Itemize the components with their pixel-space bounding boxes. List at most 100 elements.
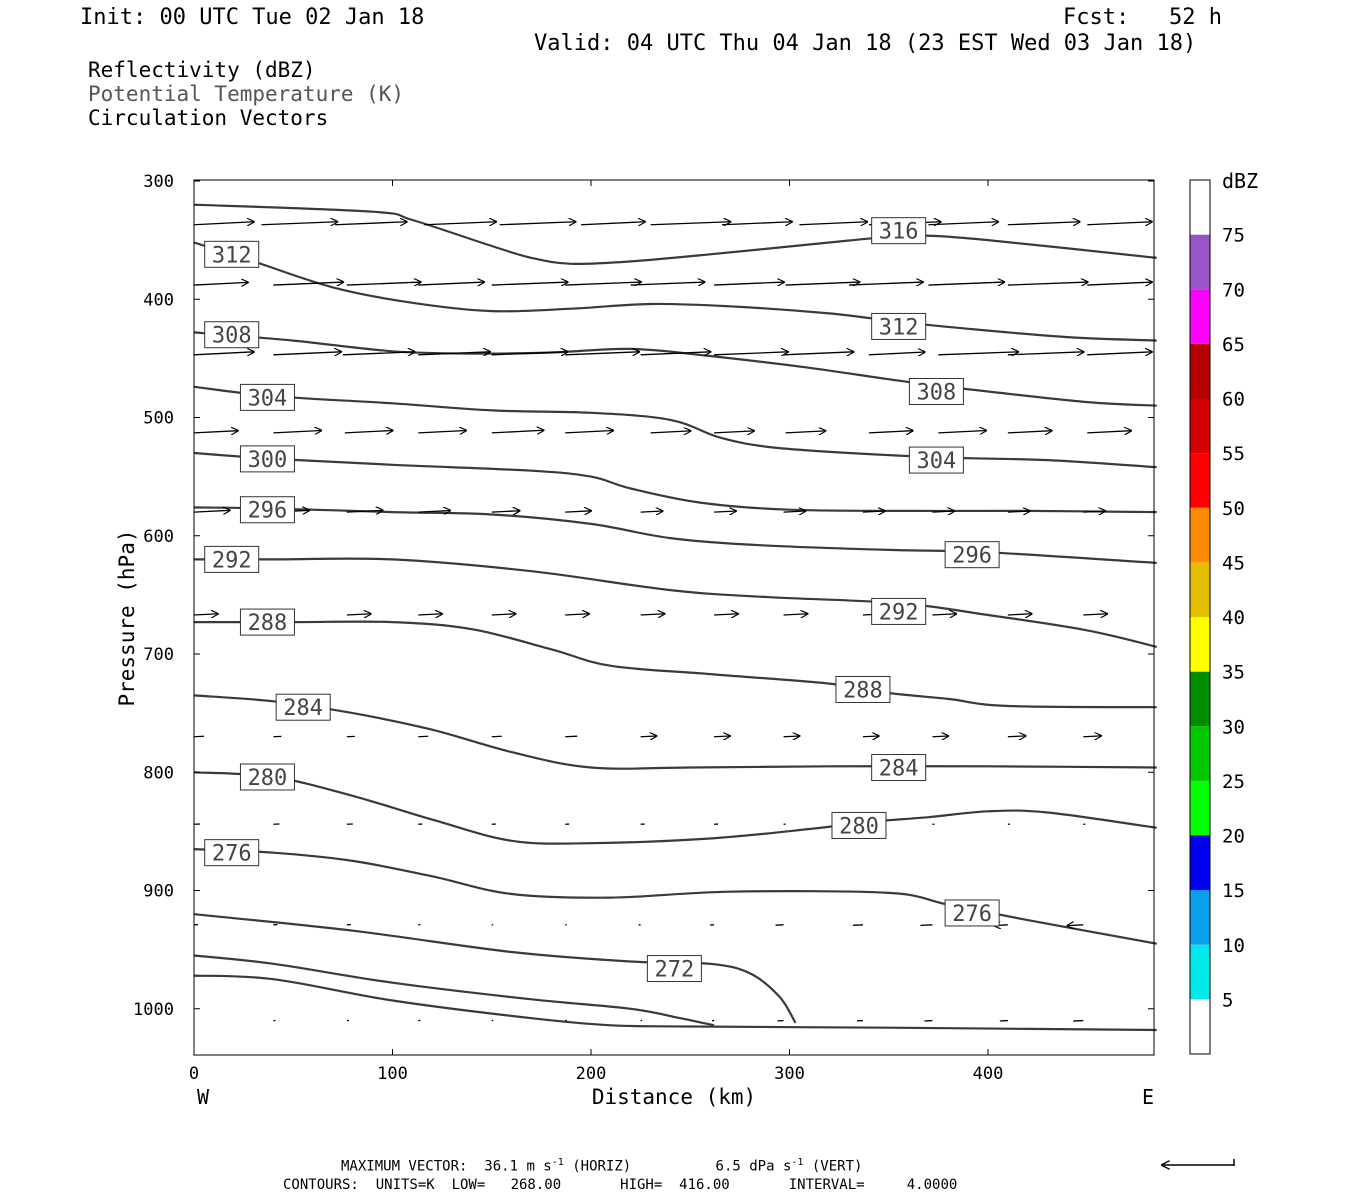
- circulation-vector: [862, 736, 879, 737]
- y-axis-title: Pressure (hPa): [115, 529, 139, 706]
- circulation-vector: [418, 735, 429, 738]
- theta-label: 312: [212, 243, 252, 268]
- theta-contour-284: [193, 694, 1157, 770]
- circulation-vector: [783, 511, 806, 512]
- colorbar-level-label: 10: [1222, 935, 1245, 957]
- max-vector-horiz-tag: (HORIZ): [572, 1158, 632, 1175]
- plot-frame: [193, 179, 1155, 1056]
- y-tick-label: 900: [143, 882, 174, 902]
- theta-label-box: [871, 754, 927, 782]
- circulation-vector: [714, 736, 730, 737]
- circulation-vector: [799, 222, 867, 225]
- circulation-vector: [938, 352, 1018, 355]
- circulation-vector: [932, 511, 954, 512]
- circulation-vector: [193, 614, 218, 615]
- circulation-vector: [565, 352, 639, 355]
- circulation-vector: [346, 282, 421, 285]
- theta-label-box: [835, 675, 891, 703]
- circulation-vector: [1087, 222, 1152, 225]
- circulation-vector: [721, 222, 792, 225]
- circulation-vector: [1073, 1019, 1084, 1022]
- circulation-vector: [565, 282, 641, 285]
- theta-label-box: [871, 597, 927, 625]
- circulation-vector: [783, 352, 854, 355]
- circulation-vector: [193, 510, 230, 512]
- colorbar-swatch: [1190, 890, 1210, 945]
- circulation-vector: [1087, 282, 1152, 285]
- theta-label: 276: [952, 902, 992, 927]
- y-tick-label: 700: [143, 645, 174, 665]
- theta-label: 292: [212, 548, 252, 573]
- circulation-vector: [1007, 352, 1084, 355]
- theta-label-box: [908, 446, 964, 474]
- theta-label-box: [204, 545, 260, 573]
- max-vector-vert: 6.5 dPa s: [715, 1158, 792, 1175]
- colorbar-frame: [1189, 179, 1211, 1055]
- circulation-vector: [346, 614, 371, 615]
- max-vector-horiz: 36.1 m s: [484, 1158, 552, 1175]
- field-reflectivity: Reflectivity (dBZ): [88, 58, 316, 82]
- theta-label: 312: [879, 315, 919, 340]
- theta-label: 288: [248, 611, 288, 636]
- circulation-vector: [868, 431, 913, 433]
- circulation-vector: [1083, 736, 1101, 737]
- theta-contour-304: [193, 385, 1157, 469]
- circulation-vector: [193, 735, 205, 738]
- colorbar-title: dBZ: [1222, 169, 1258, 193]
- theta-label-box: [944, 899, 1000, 927]
- theta-label: 276: [212, 842, 252, 867]
- x-tick-label: 0: [189, 1064, 199, 1084]
- circulation-vector: [928, 282, 1004, 285]
- colorbar-level-label: 25: [1222, 771, 1245, 793]
- circulation-vector: [849, 282, 923, 285]
- y-tick-label: 600: [143, 527, 174, 547]
- circulation-vector: [418, 352, 490, 355]
- max-vector-line: MAXIMUM VECTOR: 36.1 m s-1 (HORIZ) 6.5 d…: [341, 1158, 862, 1174]
- colorbar-level-label: 35: [1222, 662, 1245, 684]
- init-time: Init: 00 UTC Tue 02 Jan 18: [80, 5, 425, 30]
- theta-label: 292: [879, 600, 919, 625]
- theta-contour-316: [193, 203, 1157, 266]
- circulation-vector: [650, 431, 691, 433]
- circulation-vector: [862, 511, 885, 512]
- circulation-vector: [491, 352, 568, 355]
- max-vector-vert-tag: (VERT): [811, 1158, 863, 1175]
- max-vector-horiz-exp: -1: [551, 1157, 564, 1168]
- circulation-vector: [1083, 614, 1107, 615]
- x-tick-label: 100: [377, 1064, 408, 1084]
- theta-label-box: [831, 811, 887, 839]
- theta-label-box: [204, 321, 260, 349]
- circulation-vector: [640, 511, 663, 512]
- theta-label-box: [239, 383, 295, 411]
- theta-label-box: [204, 839, 260, 867]
- circulation-vector: [640, 614, 665, 615]
- y-tick-label: 1000: [133, 1000, 174, 1020]
- theta-label-box: [871, 312, 927, 340]
- colorbar-swatch: [1190, 453, 1210, 508]
- colorbar-level-label: 60: [1222, 389, 1245, 411]
- circulation-vector: [785, 282, 860, 285]
- circulation-vector: [1007, 222, 1080, 225]
- max-vector-vert-exp: -1: [791, 1157, 804, 1168]
- colorbar-swatch: [1190, 289, 1210, 344]
- circulation-vector: [273, 352, 341, 355]
- circulation-vector: [273, 282, 343, 285]
- colorbar-swatch: [1190, 507, 1210, 563]
- theta-label: 300: [248, 448, 288, 473]
- circulation-vector: [852, 924, 863, 926]
- y-tick-label: 400: [143, 290, 174, 310]
- x-axis-title: Distance (km): [592, 1085, 756, 1109]
- colorbar-swatch: [1190, 999, 1210, 1054]
- theta-contour-unlabeled: [193, 954, 715, 1027]
- colorbar: 5 10 15 20 25 30 35 40 45 50 55 60 65 70 75 dBZ: [1189, 169, 1258, 1055]
- theta-label-box: [239, 763, 295, 791]
- circulation-vector: [491, 282, 568, 285]
- colorbar-level-label: 50: [1222, 498, 1245, 520]
- field-potential-temperature: Potential Temperature (K): [88, 82, 405, 106]
- theta-contour-unlabeled: [193, 974, 1157, 1032]
- colorbar-level-label: 20: [1222, 826, 1245, 848]
- circulation-vector: [418, 511, 450, 513]
- theta-label: 280: [248, 766, 288, 791]
- theta-contour-292: [194, 557, 1157, 648]
- theta-label-box: [239, 445, 295, 473]
